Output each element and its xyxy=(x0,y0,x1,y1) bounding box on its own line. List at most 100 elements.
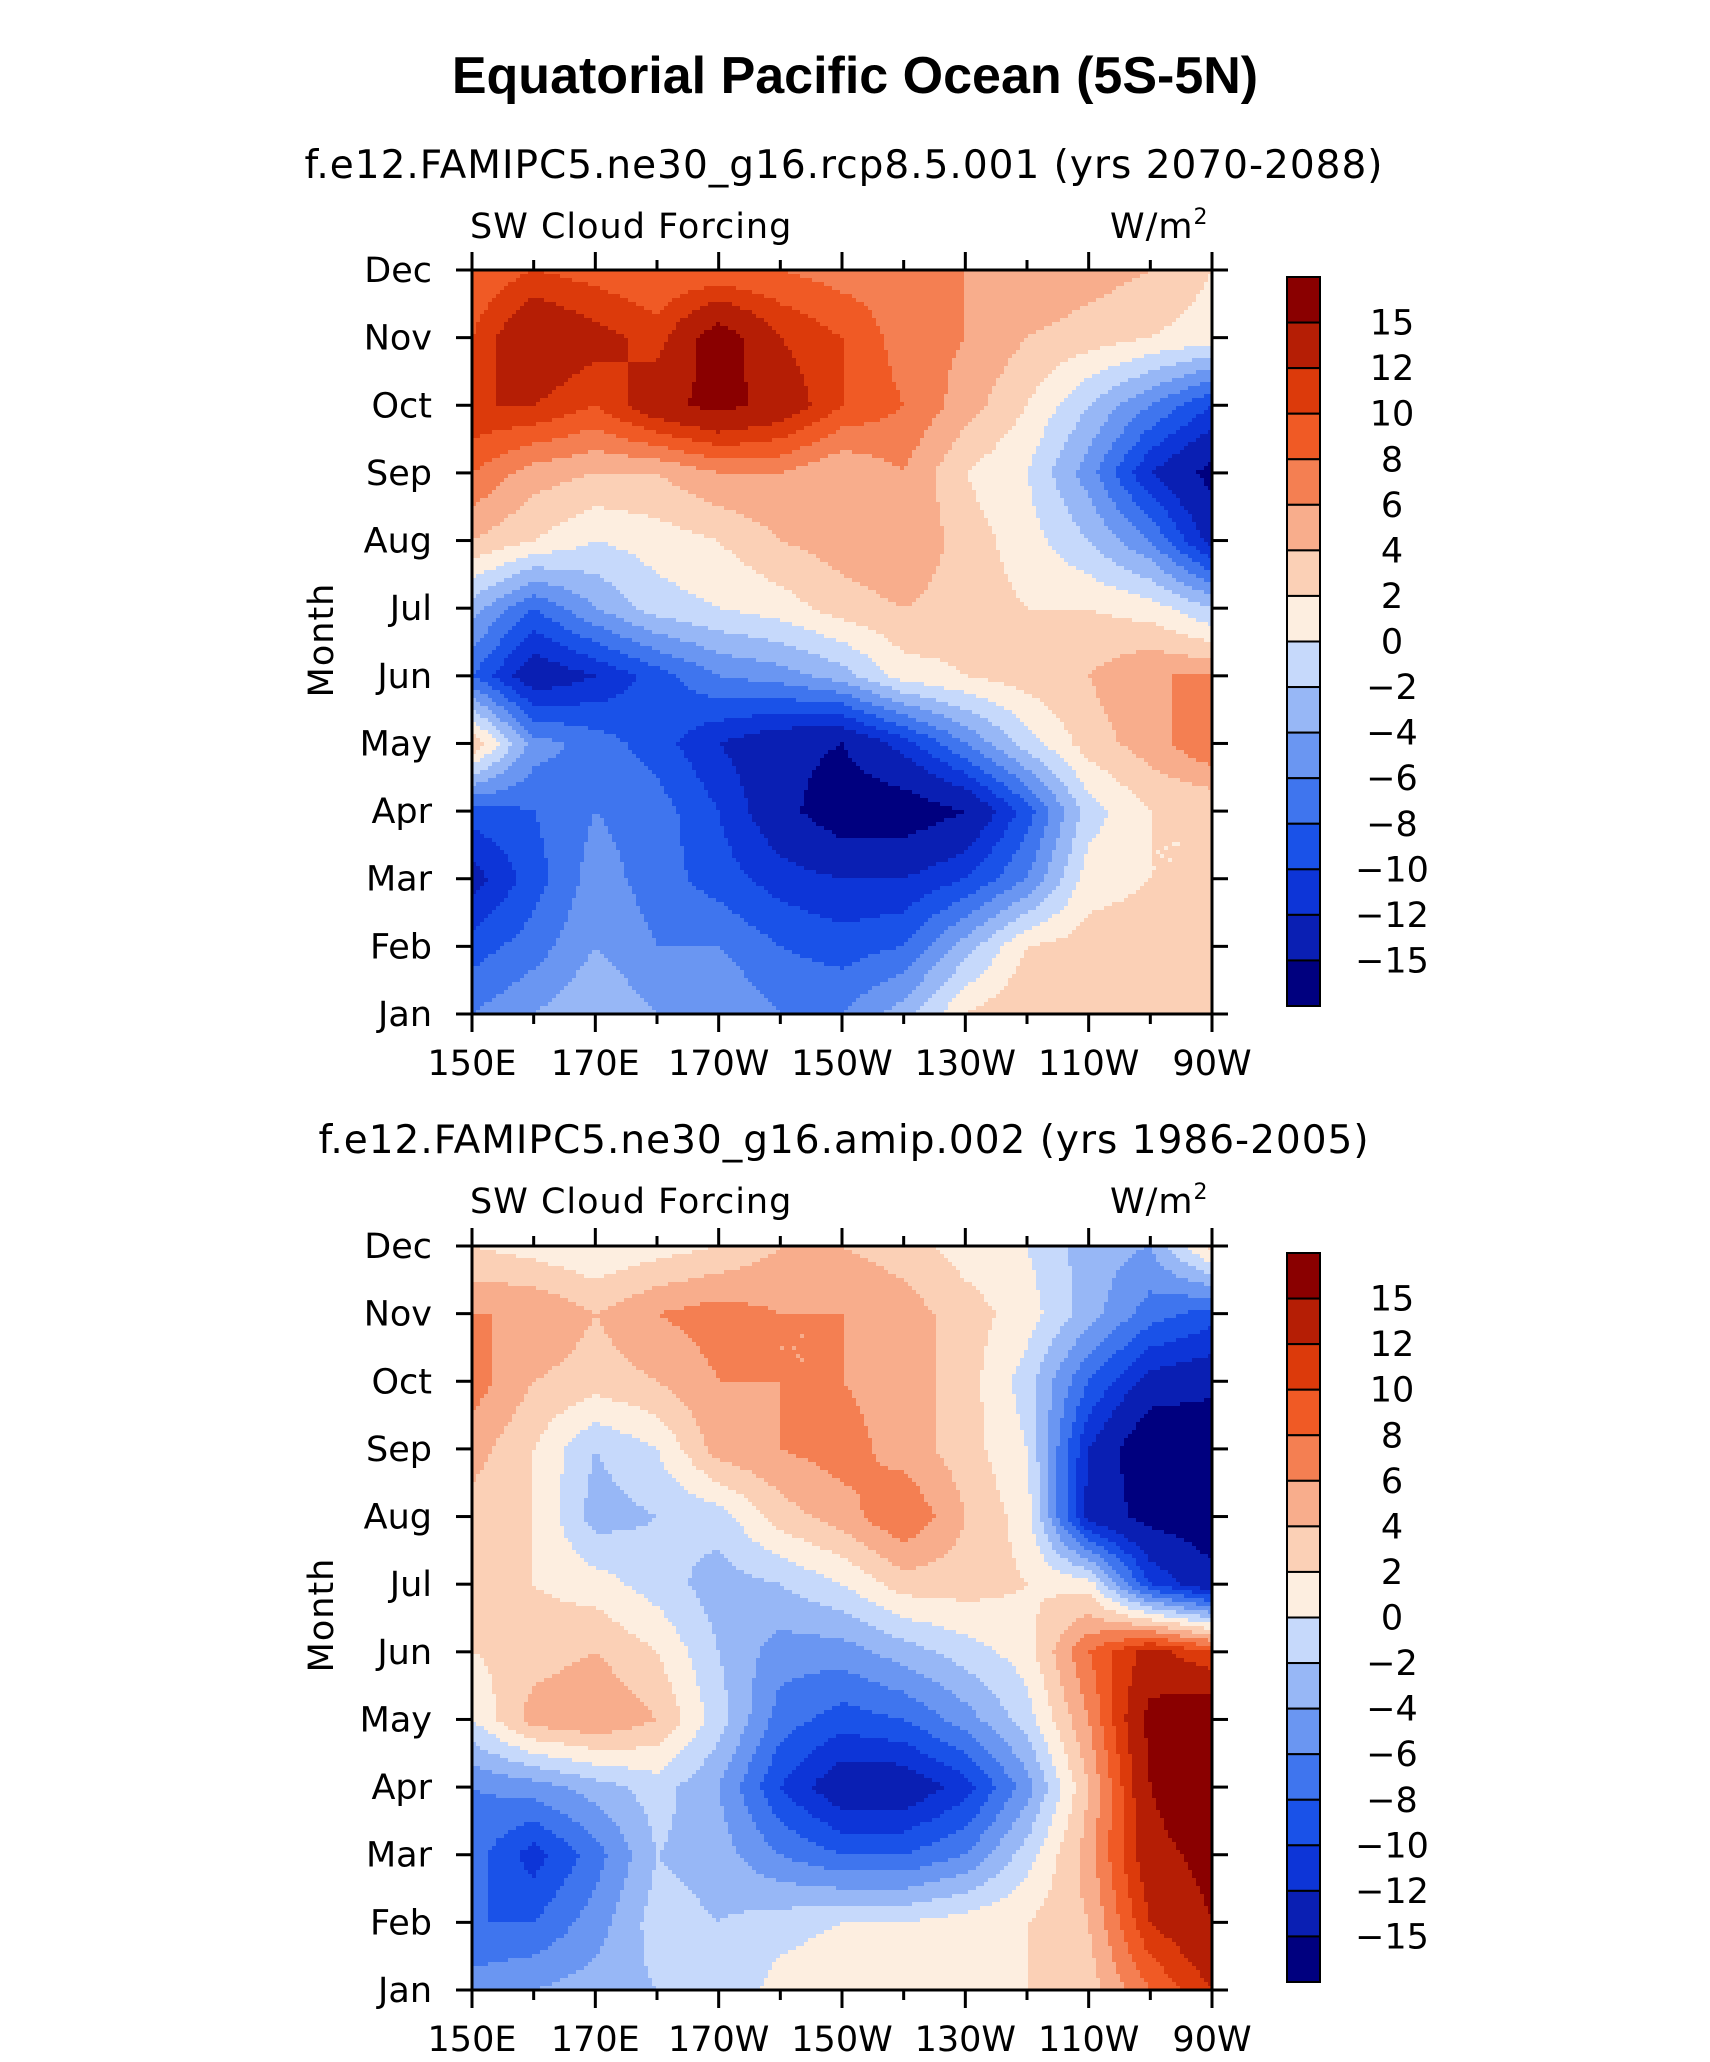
colorbar-label: 4 xyxy=(1381,531,1403,571)
heatmap-cell xyxy=(1204,1626,1212,1631)
heatmap-cell xyxy=(1188,754,1212,759)
heatmap-cell xyxy=(876,590,925,595)
heatmap-cell xyxy=(820,438,921,443)
heatmap-cell xyxy=(1024,798,1041,803)
heatmap-cell xyxy=(1180,1582,1212,1587)
heatmap-cell xyxy=(1140,1302,1212,1307)
heatmap-cell xyxy=(704,890,769,895)
heatmap-cell xyxy=(1084,1698,1101,1703)
heatmap-cell xyxy=(608,698,797,703)
heatmap-cell xyxy=(1020,1758,1037,1763)
heatmap-cell xyxy=(568,1538,753,1543)
heatmap-cell xyxy=(648,922,749,927)
heatmap-cell xyxy=(772,846,969,851)
heatmap-cell xyxy=(844,1358,937,1363)
heatmap-cell xyxy=(1028,1466,1041,1471)
heatmap-cell xyxy=(972,950,1001,955)
heatmap-cell xyxy=(632,1586,693,1591)
colorbar-label: 2 xyxy=(1381,577,1403,617)
page-title: Equatorial Pacific Ocean (5S-5N) xyxy=(452,47,1258,105)
heatmap-cell xyxy=(1052,414,1081,419)
heatmap-cell xyxy=(1000,1654,1037,1659)
heatmap-cell xyxy=(1076,1470,1089,1475)
heatmap-cell xyxy=(996,1486,1029,1491)
heatmap-cell xyxy=(1104,1570,1117,1575)
heatmap-cell xyxy=(700,1602,821,1607)
heatmap-cell xyxy=(512,742,529,747)
heatmap-cell xyxy=(1092,402,1121,407)
heatmap-cell xyxy=(1104,486,1125,491)
heatmap-cell xyxy=(1004,370,1053,375)
heatmap-cell xyxy=(508,1774,581,1779)
heatmap-cell xyxy=(992,806,1013,811)
heatmap-cell xyxy=(728,1718,749,1723)
heatmap-cell xyxy=(472,1414,513,1419)
heatmap-cell xyxy=(1032,1522,1045,1527)
heatmap-cell xyxy=(744,362,797,367)
heatmap-cell xyxy=(492,838,545,843)
heatmap-cell xyxy=(816,1714,889,1719)
heatmap-cell xyxy=(1060,318,1177,323)
heatmap-cell xyxy=(1172,542,1189,547)
heatmap-cell xyxy=(1148,1558,1212,1563)
heatmap-cell xyxy=(580,874,625,879)
heatmap-cell xyxy=(576,1434,633,1439)
heatmap-cell xyxy=(708,894,773,899)
heatmap-cell xyxy=(1076,1406,1093,1411)
heatmap-cell xyxy=(620,1350,701,1355)
heatmap-cell xyxy=(1068,1762,1085,1767)
heatmap-cell xyxy=(932,1778,969,1783)
heatmap-cell xyxy=(1188,442,1212,447)
heatmap-cell xyxy=(1048,818,1065,823)
heatmap-cell xyxy=(1064,1686,1081,1691)
heatmap-cell xyxy=(472,1482,533,1487)
heatmap-cell xyxy=(772,1710,825,1715)
heatmap-cell xyxy=(572,278,813,283)
heatmap-cell xyxy=(744,1778,765,1783)
heatmap-cell xyxy=(984,1350,1025,1355)
heatmap-cell xyxy=(1132,1766,1149,1771)
heatmap-cell xyxy=(1048,806,1065,811)
heatmap-cell xyxy=(488,730,501,735)
heatmap-cell xyxy=(528,714,753,719)
heatmap-cell xyxy=(956,1694,997,1699)
heatmap-cell xyxy=(1136,1358,1193,1363)
heatmap-cell xyxy=(612,1666,665,1671)
heatmap-cell xyxy=(928,1754,969,1759)
heatmap-cell xyxy=(1076,386,1113,391)
heatmap-cell xyxy=(784,1738,829,1743)
heatmap-cell xyxy=(1128,1506,1212,1511)
heatmap-cell xyxy=(660,1314,845,1319)
heatmap-cell xyxy=(1044,430,1073,435)
heatmap-cell xyxy=(1072,1290,1109,1295)
heatmap-cell xyxy=(1068,898,1125,903)
heatmap-cell xyxy=(1032,694,1097,699)
heatmap-cell xyxy=(584,670,629,675)
heatmap-cell xyxy=(912,1594,1005,1599)
heatmap-cell xyxy=(716,1374,845,1379)
heatmap-cell xyxy=(1152,830,1212,835)
heatmap-cell xyxy=(968,1778,993,1783)
heatmap-cell xyxy=(684,750,725,755)
heatmap-cell xyxy=(868,586,929,591)
heatmap-cell xyxy=(1172,714,1212,719)
heatmap-cell xyxy=(580,1554,705,1559)
heatmap-cell xyxy=(784,342,845,347)
heatmap-cell xyxy=(1080,1678,1097,1683)
heatmap-cell xyxy=(1088,914,1212,919)
heatmap-cell xyxy=(712,1630,777,1635)
heatmap-cell xyxy=(792,354,845,359)
heatmap-cell xyxy=(560,1506,585,1511)
heatmap-cell xyxy=(496,486,553,491)
heatmap-cell xyxy=(876,1578,1025,1583)
heatmap-cell xyxy=(996,1758,1021,1763)
heatmap-cell xyxy=(1004,1510,1033,1515)
heatmap-cell xyxy=(800,1354,845,1359)
heatmap-cell xyxy=(1068,1706,1085,1711)
heatmap-cell xyxy=(972,1734,1001,1739)
heatmap-cell xyxy=(900,750,929,755)
heatmap-cell xyxy=(540,1766,629,1771)
heatmap-cell xyxy=(556,938,657,943)
heatmap-cell xyxy=(472,1506,533,1511)
heatmap-cell xyxy=(472,742,485,747)
